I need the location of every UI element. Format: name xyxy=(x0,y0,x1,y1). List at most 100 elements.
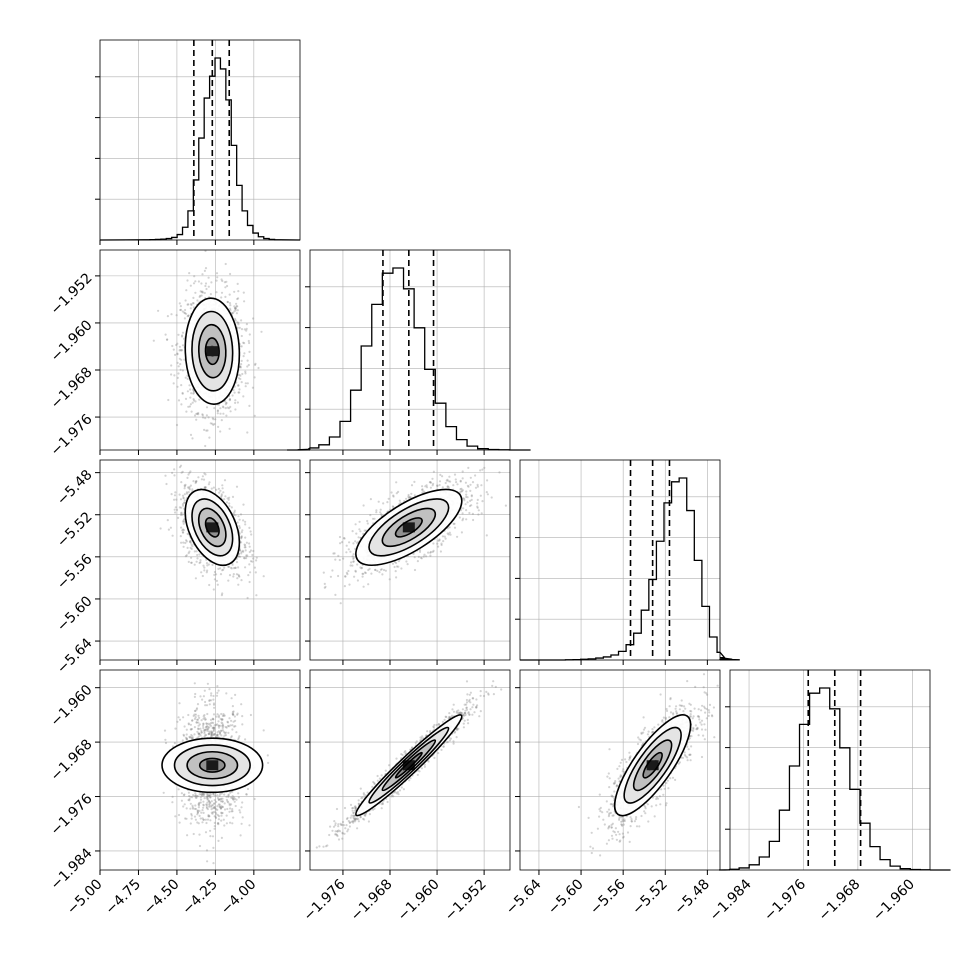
scatter-point xyxy=(237,796,240,799)
scatter-point xyxy=(238,526,241,530)
scatter-point xyxy=(476,483,479,486)
scatter-point xyxy=(210,692,213,695)
scatter-point xyxy=(199,817,202,820)
contour-line xyxy=(197,323,227,379)
scatter-point xyxy=(184,397,188,400)
contour-line xyxy=(191,498,234,557)
scatter-point xyxy=(182,522,185,525)
scatter-point xyxy=(220,278,223,281)
scatter-point xyxy=(248,545,251,548)
scatter-point xyxy=(207,563,210,566)
scatter-point xyxy=(249,549,253,552)
scatter-point xyxy=(197,721,200,724)
scatter-point xyxy=(427,551,430,554)
scatter-point xyxy=(186,532,189,535)
scatter-point xyxy=(234,399,237,402)
scatter-point xyxy=(171,471,174,474)
histogram-step-line xyxy=(520,477,740,661)
scatter-point xyxy=(195,480,198,483)
scatter-point xyxy=(213,570,216,574)
scatter-point xyxy=(204,726,208,729)
scatter-point xyxy=(235,798,238,801)
scatter-point xyxy=(177,716,180,719)
scatter-point xyxy=(204,704,207,707)
scatter-point xyxy=(345,544,348,547)
scatter-point xyxy=(215,808,218,811)
scatter-point xyxy=(243,543,246,546)
scatter-point xyxy=(463,497,466,500)
scatter-point xyxy=(202,792,205,795)
scatter-point xyxy=(234,309,237,312)
scatter-point xyxy=(221,806,224,809)
scatter-point xyxy=(228,398,231,401)
scatter-point xyxy=(211,835,215,838)
scatter-point xyxy=(190,733,193,737)
scatter-point xyxy=(407,496,410,499)
scatter-point xyxy=(476,502,479,505)
scatter-point xyxy=(237,515,240,518)
scatter-point xyxy=(175,343,178,347)
scatter-point xyxy=(257,366,260,370)
scatter-point xyxy=(227,724,230,728)
scatter-point xyxy=(203,569,206,572)
scatter-point xyxy=(238,735,241,738)
scatter-point xyxy=(238,373,241,376)
scatter-point xyxy=(174,815,177,818)
scatter-point xyxy=(362,572,365,576)
scatter-point xyxy=(232,798,235,801)
scatter-point xyxy=(247,339,250,343)
scatter-point xyxy=(405,560,408,563)
scatter-point xyxy=(243,556,246,560)
scatter-point xyxy=(207,276,210,279)
scatter-point xyxy=(227,579,230,582)
marginal-histogram-3 xyxy=(718,669,951,871)
scatter-point xyxy=(199,290,202,293)
scatter-point xyxy=(229,272,232,276)
scatter-point xyxy=(187,473,190,476)
scatter-point xyxy=(188,471,191,474)
scatter-point xyxy=(241,816,244,819)
scatter-point xyxy=(219,412,222,415)
scatter-point xyxy=(215,272,219,275)
scatter-point xyxy=(234,307,237,310)
scatter-point xyxy=(193,275,196,278)
scatter-point xyxy=(231,563,234,566)
scatter-point xyxy=(197,411,200,415)
scatter-point xyxy=(205,725,208,729)
scatter-point xyxy=(176,353,179,356)
scatter-point xyxy=(453,526,457,529)
scatter-point xyxy=(183,493,186,496)
scatter-point xyxy=(339,602,342,605)
scatter-point xyxy=(190,410,193,413)
scatter-point xyxy=(202,793,205,796)
scatter-point xyxy=(195,418,198,421)
scatter-point xyxy=(183,484,186,487)
scatter-point xyxy=(221,487,224,490)
scatter-point xyxy=(452,484,455,487)
scatter-point xyxy=(200,571,203,574)
scatter-point xyxy=(194,807,198,811)
scatter-point xyxy=(224,731,228,734)
scatter-point xyxy=(446,532,449,535)
scatter-point xyxy=(170,373,173,376)
scatter-point xyxy=(189,307,192,310)
scatter-point xyxy=(202,416,205,419)
scatter-point xyxy=(178,493,181,496)
scatter-point xyxy=(399,501,402,504)
scatter-point xyxy=(183,725,186,728)
scatter-point xyxy=(171,344,174,348)
scatter-point xyxy=(332,552,335,555)
scatter-point xyxy=(180,481,183,484)
scatter-point xyxy=(229,405,232,408)
scatter-point xyxy=(190,737,193,740)
scatter-point xyxy=(395,481,398,484)
scatter-point xyxy=(235,731,238,734)
scatter-point xyxy=(422,555,425,558)
scatter-point xyxy=(351,530,354,533)
scatter-point xyxy=(189,484,192,487)
scatter-point xyxy=(236,521,239,524)
scatter-point xyxy=(226,800,229,803)
scatter-point xyxy=(214,418,217,421)
scatter-point xyxy=(367,568,370,572)
